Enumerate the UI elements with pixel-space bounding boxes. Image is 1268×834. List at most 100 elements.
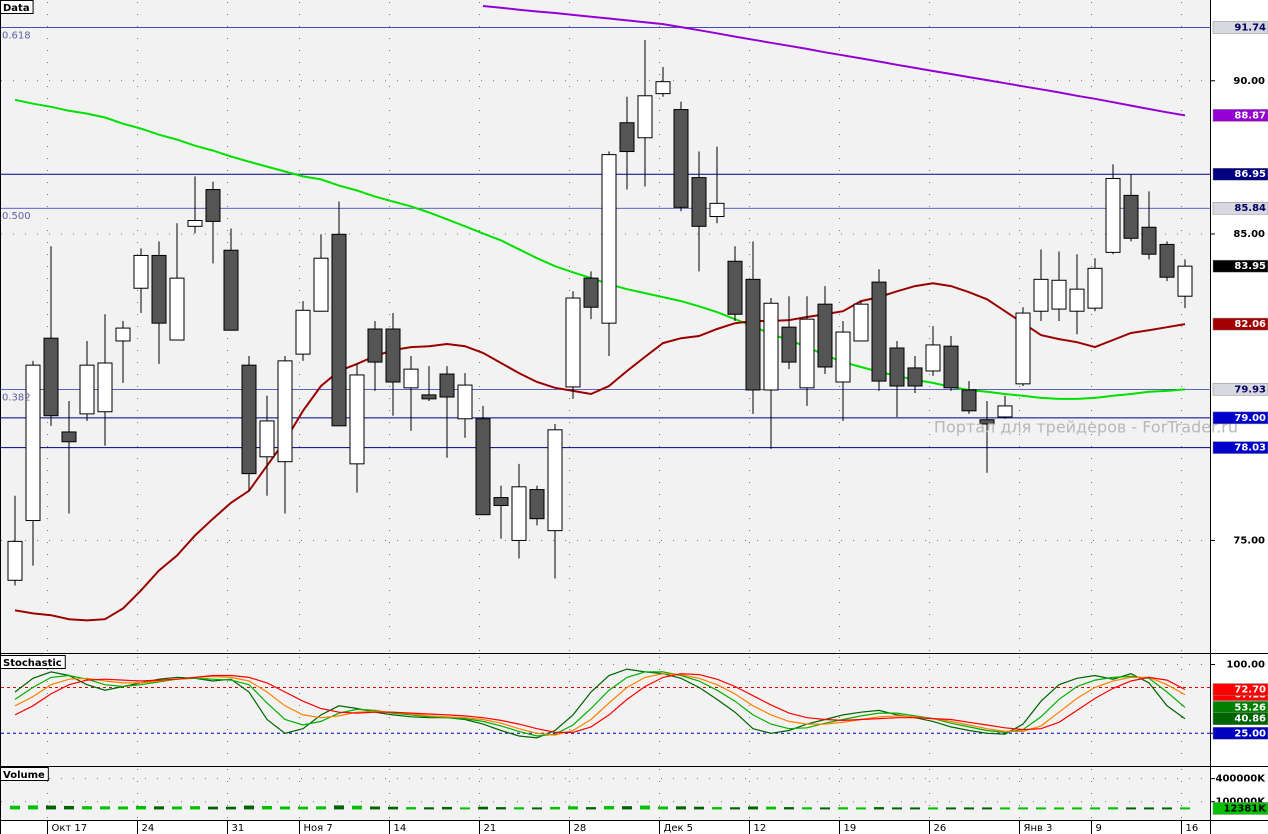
watermark: Портал для трейдеров - ForTrader.ru [934,418,1238,437]
candle-body [547,429,563,532]
candle-body [1177,265,1193,297]
volume-bar [334,805,344,810]
candle-body [133,254,149,289]
volume-bar [298,806,308,810]
volume-bar [226,806,236,810]
price-badge-label: 91.74 [1234,22,1266,33]
price-badge [1212,727,1268,740]
volume-bar [766,806,776,810]
volume-bar [64,805,74,810]
candle-body [871,281,887,382]
indicator-line [14,673,1186,733]
candle-body [655,81,671,95]
volume-bar [406,807,416,810]
price-badge-label: 12381K [1223,803,1267,814]
candle-body [889,347,905,387]
volume-bar [532,807,542,810]
x-tick-label: 31 [232,823,245,834]
candle-body [115,327,131,342]
volume-bar [136,805,146,810]
price-badge-label: 82.06 [1234,319,1266,330]
x-tick-label: 19 [844,823,857,834]
volume-bar [190,806,200,810]
candle-body [421,394,437,400]
volume-bar [1126,807,1136,810]
price-badge-label: 25.00 [1234,728,1266,739]
panel-title: Volume [3,770,45,781]
price-badge-label: 79.00 [1234,413,1266,424]
y-tick-label: 90.00 [1233,76,1265,87]
volume-bar [640,805,650,810]
x-axis-background [0,820,1210,834]
candle-body [169,277,185,341]
indicator-line [482,5,1186,117]
candle-body [637,95,653,139]
candle-body [565,297,581,388]
candle-body [151,254,167,324]
volume-bar [118,806,128,810]
volume-bar [82,806,92,810]
volume-bar [604,805,614,810]
volume-bar [910,807,920,810]
volume-bar [946,807,956,810]
candle-body [511,486,527,541]
x-tick-label: 28 [574,823,587,834]
volume-bar [442,806,452,810]
candle-body [1141,226,1157,255]
volume-bar [1144,807,1154,810]
volume-bar [28,805,38,810]
volume-bar [550,806,560,810]
candle-body [583,277,599,308]
plot-background [0,0,1210,820]
candle-body [331,233,347,427]
volume-bar [1162,807,1172,810]
candle-body [493,497,509,507]
volume-bar [1000,807,1010,810]
candle-body [277,360,293,463]
candle-body [1051,279,1067,310]
candle-body [943,345,959,389]
price-badge-label: 88.87 [1234,110,1266,121]
x-tick-label: Дек 5 [664,823,694,834]
candle-body [97,362,113,413]
panel-title: Stochastic [3,658,62,669]
price-badge-label: 79.93 [1234,384,1266,395]
volume-bar [802,807,812,810]
price-badge [1212,259,1268,273]
candle-body [1105,178,1121,253]
volume-bar [838,807,848,810]
panel-title: Data [3,3,30,14]
volume-bar [658,806,668,810]
fib-label: 0.500 [2,211,31,222]
indicator-line [14,668,1186,739]
candle-body [313,257,329,312]
panel-title-box [0,767,49,781]
volume-bar [370,806,380,810]
x-tick-label: 26 [934,823,947,834]
price-badge-label: 78.03 [1234,443,1266,454]
volume-bar [964,807,974,810]
candle-body [619,122,635,153]
volume-bar [424,807,434,810]
volume-bar [694,806,704,810]
volume-bar [1072,807,1082,810]
candle-body [1069,288,1085,312]
volume-bar [46,805,56,810]
price-badge [1212,383,1268,396]
volume-bar [460,807,470,810]
price-badge [1212,441,1268,454]
x-tick-label: Янв 3 [1024,823,1053,834]
candle-body [763,302,779,391]
candle-body [709,202,725,218]
volume-bar [10,805,20,810]
candle-body [925,344,941,372]
candle-body [1087,267,1103,309]
price-badge [1212,712,1268,725]
price-badge-label: 85.84 [1234,203,1266,214]
x-tick-label: 9 [1096,823,1102,834]
x-tick-label: Окт 17 [52,823,88,834]
candle-body [295,309,311,355]
candle-body [385,328,401,383]
volume-bar [586,807,596,810]
